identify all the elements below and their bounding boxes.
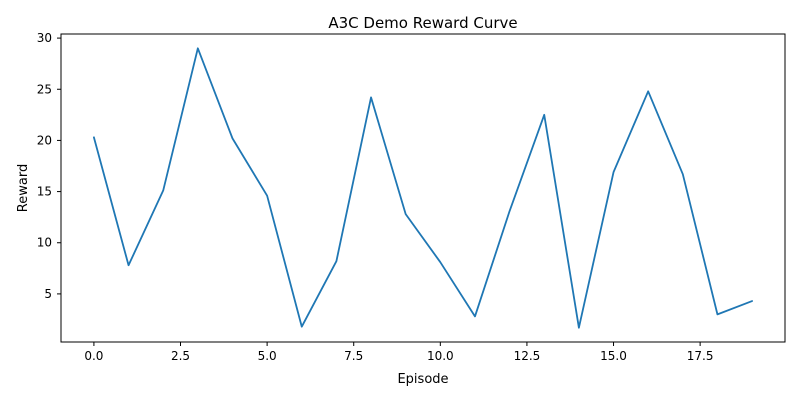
y-axis-ticks: 5 10 15 20 25 30 — [37, 31, 61, 301]
series-layer — [93, 47, 753, 329]
x-tick-label: 12.5 — [514, 349, 541, 363]
x-tick-label: 17.5 — [687, 349, 714, 363]
plot-frame — [60, 33, 786, 343]
x-axis-label: Episode — [397, 372, 448, 387]
x-tick-label: 10.0 — [427, 349, 454, 363]
y-tick-label: 30 — [37, 31, 52, 45]
x-tick-label: 2.5 — [171, 349, 190, 363]
y-axis-label: Reward — [16, 164, 31, 212]
y-tick-label: 5 — [44, 287, 52, 301]
y-tick-label: 15 — [37, 185, 52, 199]
y-tick-label: 20 — [37, 133, 52, 147]
x-tick-label: 5.0 — [258, 349, 277, 363]
x-tick-label: 7.5 — [344, 349, 363, 363]
x-axis-ticks: 0.0 2.5 5.0 7.5 10.0 12.5 15.0 17.5 — [84, 342, 713, 363]
reward-series-line — [93, 47, 753, 329]
x-tick-label: 0.0 — [84, 349, 103, 363]
chart-title: A3C Demo Reward Curve — [328, 14, 517, 32]
y-tick-label: 10 — [37, 236, 52, 250]
x-tick-label: 15.0 — [600, 349, 627, 363]
y-tick-label: 25 — [37, 82, 52, 96]
